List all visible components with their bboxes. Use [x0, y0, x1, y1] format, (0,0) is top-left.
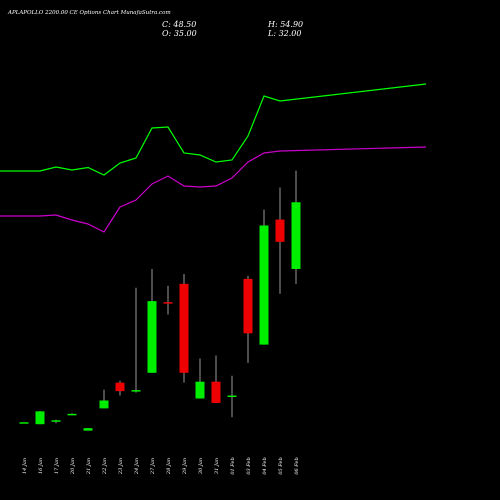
- candle-body: [99, 400, 109, 409]
- open-label: O:: [162, 29, 172, 38]
- low-label: L:: [268, 29, 277, 38]
- x-tick-label: 29 Jan: [182, 458, 188, 475]
- chart-title: APLAPOLLO 2200.00 CE Options Chart Munaf…: [8, 10, 171, 16]
- x-tick-label: 21 Jan: [86, 458, 92, 475]
- close-value: 48.50: [173, 20, 197, 29]
- close-label: C:: [162, 20, 171, 29]
- x-tick-label: 27 Jan: [150, 458, 156, 475]
- candle-body: [51, 420, 61, 422]
- candle-body: [131, 390, 141, 392]
- candle-body: [259, 225, 269, 345]
- candle-body: [211, 381, 221, 403]
- close-readout: C: 48.50: [162, 20, 196, 29]
- lower-band-line: [0, 146, 427, 233]
- open-value: 35.00: [173, 29, 197, 38]
- candle-body: [19, 422, 29, 424]
- high-label: H:: [268, 20, 278, 29]
- x-tick-label: 22 Jan: [102, 458, 108, 475]
- candle-body: [147, 301, 157, 373]
- open-readout: O: 35.00: [162, 29, 197, 38]
- candle-body: [35, 411, 45, 425]
- candle-body: [83, 428, 93, 431]
- low-value: 32.00: [278, 29, 302, 38]
- low-readout: L: 32.00: [268, 29, 301, 38]
- candle-body: [227, 395, 237, 398]
- candle-body: [243, 278, 253, 334]
- x-tick-label: 30 Jan: [198, 458, 204, 474]
- x-tick-label: 05 Feb: [278, 457, 284, 474]
- x-tick-label: 06 Feb: [294, 457, 300, 474]
- x-tick-label: 17 Jan: [54, 458, 60, 474]
- candle-body: [163, 302, 173, 304]
- high-value: 54.90: [280, 20, 304, 29]
- x-tick-label: 03 Feb: [246, 457, 252, 474]
- x-tick-label: 16 Jan: [38, 458, 44, 474]
- candle-body: [195, 381, 205, 399]
- x-tick-label: 04 Feb: [262, 457, 268, 474]
- x-tick-label: 23 Jan: [118, 458, 124, 475]
- x-tick-label: 01 Feb: [230, 457, 236, 474]
- candle-body: [115, 382, 125, 392]
- x-tick-label: 31 Jan: [214, 458, 220, 474]
- candle-body: [275, 219, 285, 242]
- x-tick-label: 20 Jan: [70, 458, 76, 475]
- candle-body: [179, 283, 189, 373]
- x-tick-label: 24 Jan: [134, 458, 140, 475]
- candle-body: [291, 202, 301, 269]
- upper-band-line: [0, 83, 427, 176]
- candle-body: [67, 413, 77, 416]
- high-readout: H: 54.90: [268, 20, 303, 29]
- x-tick-label: 28 Jan: [166, 458, 172, 475]
- x-tick-label: 14 Jan: [22, 458, 28, 474]
